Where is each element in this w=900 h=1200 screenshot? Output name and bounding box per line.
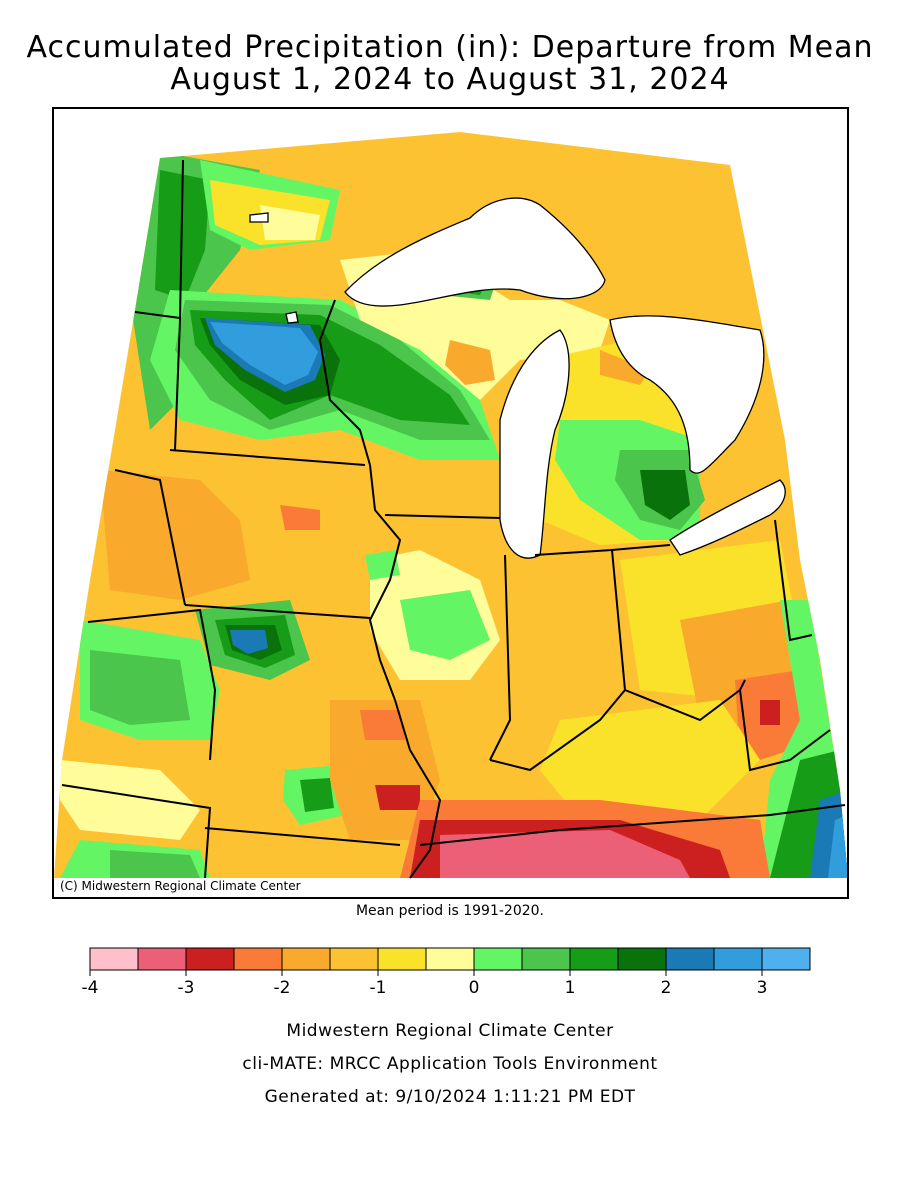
field-mi-darkgreen [640,470,690,520]
border-in-oh [611,549,626,691]
field-ne-ia-blue [230,630,268,654]
field-mo-red [375,785,420,810]
lake-superior [344,197,606,307]
border-ne-ia [87,608,217,761]
border-nd-sd [134,311,181,319]
field-mi-north-orange [600,350,650,385]
field-east-lightblue [828,815,848,878]
legend-swatch [329,947,379,971]
border-mn-ia [169,449,366,466]
lake-erie [669,479,786,556]
border-ohio-river [489,689,626,772]
field-tn-pink [440,830,690,878]
field-mn-north-pale [260,205,320,240]
field-wi-orange [445,340,495,385]
border-ia-il [368,464,402,701]
border-mn-west [174,159,184,451]
legend-tick-label: 2 [661,978,672,998]
border-mississippi [394,699,442,879]
footer-app: cli-MATE: MRCC Application Tools Environ… [242,1054,658,1074]
footer-org: Midwestern Regional Climate Center [286,1021,614,1041]
lake-huron [609,315,765,474]
field-ks-green [110,850,200,878]
lake-michigan [499,329,570,559]
field-mo-green-core [300,778,334,812]
field-ne-south-pale [60,760,200,840]
legend-tick-label: 3 [757,978,768,998]
legend-swatch [713,947,763,971]
legend-tick-label: 1 [565,978,576,998]
legend-tick-label: -1 [370,978,387,998]
field-oh-red [760,700,780,725]
legend-swatch [137,947,187,971]
border-il-in [489,554,512,761]
legend-swatch [425,947,475,971]
great-lakes [249,197,786,559]
legend-tick-label: 0 [469,978,480,998]
legend-swatch [569,947,619,971]
date-range-subtitle: August 1, 2024 to August 31, 2024 [170,62,730,97]
legend-tick-label: -4 [82,978,99,998]
border-wi-il [384,514,501,519]
legend-swatch [617,947,667,971]
legend-swatch [473,947,523,971]
footer-generated: Generated at: 9/10/2024 1:11:21 PM EDT [264,1087,636,1107]
legend-swatch [761,947,811,971]
map-credit: (C) Midwestern Regional Climate Center [56,878,305,895]
lake-winnipeg-small [249,212,269,223]
map-frame [52,107,849,899]
border-sd-ne [114,469,186,606]
legend-swatch [281,947,331,971]
field-ia-green [400,590,490,660]
border-mn-wi [318,299,371,466]
field-sd-deeporange [280,505,320,530]
mean-period-note: Mean period is 1991-2020. [355,903,545,919]
field-mn-core-lightblue [210,322,318,385]
legend-swatch [185,947,235,971]
border-ky-wv [739,689,831,772]
legend-swatch [89,947,139,971]
field-ne-darkergreen [90,650,190,725]
field-sd-orange [100,470,250,600]
field-ky-yellow [540,700,760,820]
precip-field [54,132,848,878]
legend-tick-label: -3 [178,978,195,998]
state-borders [61,159,846,879]
legend-swatch [377,947,427,971]
color-legend: -4 -3 -2 -1 0 1 2 3 [82,947,811,998]
border-il-mi [534,544,671,556]
border-mo-ar [204,827,401,846]
map-title: Accumulated Precipitation (in): Departur… [26,30,874,65]
legend-swatch [665,947,715,971]
border-ks-mo [61,784,212,879]
field-mo-deeporange [360,710,405,740]
field-in-yellow [510,560,630,740]
border-oh-ky [624,679,746,722]
legend-swatch [233,947,283,971]
border-ky-tn [419,804,846,846]
legend-tick-label: -2 [274,978,291,998]
lake-mille-lacs [285,311,299,324]
border-ia-mo [184,604,371,619]
border-oh-pa [774,519,813,642]
legend-swatch [521,947,571,971]
